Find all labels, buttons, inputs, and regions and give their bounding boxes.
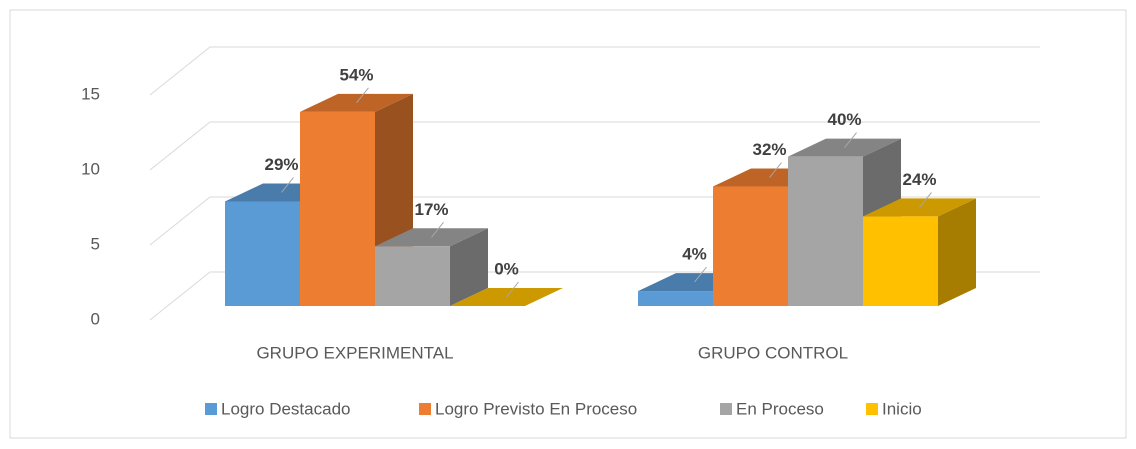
bar-side [938, 198, 976, 306]
x-tick-label: GRUPO EXPERIMENTAL [256, 343, 453, 362]
y-tick-label: 5 [91, 234, 100, 253]
bar [863, 216, 938, 306]
label-leader [356, 87, 369, 104]
data-label: 24% [902, 170, 936, 189]
y-tick-label: 15 [81, 84, 100, 103]
legend-swatch [419, 403, 431, 415]
data-label: 54% [339, 65, 373, 84]
label-leader [919, 192, 932, 208]
y-tick-label: 0 [91, 309, 100, 328]
bar [300, 111, 375, 306]
label-leader [694, 266, 707, 283]
legend-label: En Proceso [736, 399, 824, 418]
data-label: 29% [264, 155, 298, 174]
legend-label: Logro Previsto En Proceso [435, 399, 637, 418]
data-label: 0% [494, 259, 519, 278]
y-tick-label: 10 [81, 159, 100, 178]
bar [375, 246, 450, 306]
bar [638, 291, 713, 306]
legend-label: Logro Destacado [221, 399, 350, 418]
x-tick-label: GRUPO CONTROL [698, 343, 848, 362]
label-leader [844, 132, 857, 148]
legend-swatch [866, 403, 878, 415]
data-label: 17% [414, 200, 448, 219]
legend-label: Inicio [882, 399, 922, 418]
data-label: 40% [827, 110, 861, 129]
bar [225, 201, 300, 306]
grid-line [149, 46, 1040, 96]
label-leader [769, 162, 782, 178]
grid-line [149, 121, 1040, 171]
label-leader [506, 281, 519, 298]
bar-side [450, 228, 488, 306]
label-leader [281, 177, 294, 193]
data-label: 4% [682, 245, 707, 264]
bar [788, 156, 863, 306]
bar [713, 186, 788, 306]
legend-swatch [205, 403, 217, 415]
legend-swatch [720, 403, 732, 415]
data-label: 32% [752, 140, 786, 159]
label-leader [431, 221, 444, 238]
